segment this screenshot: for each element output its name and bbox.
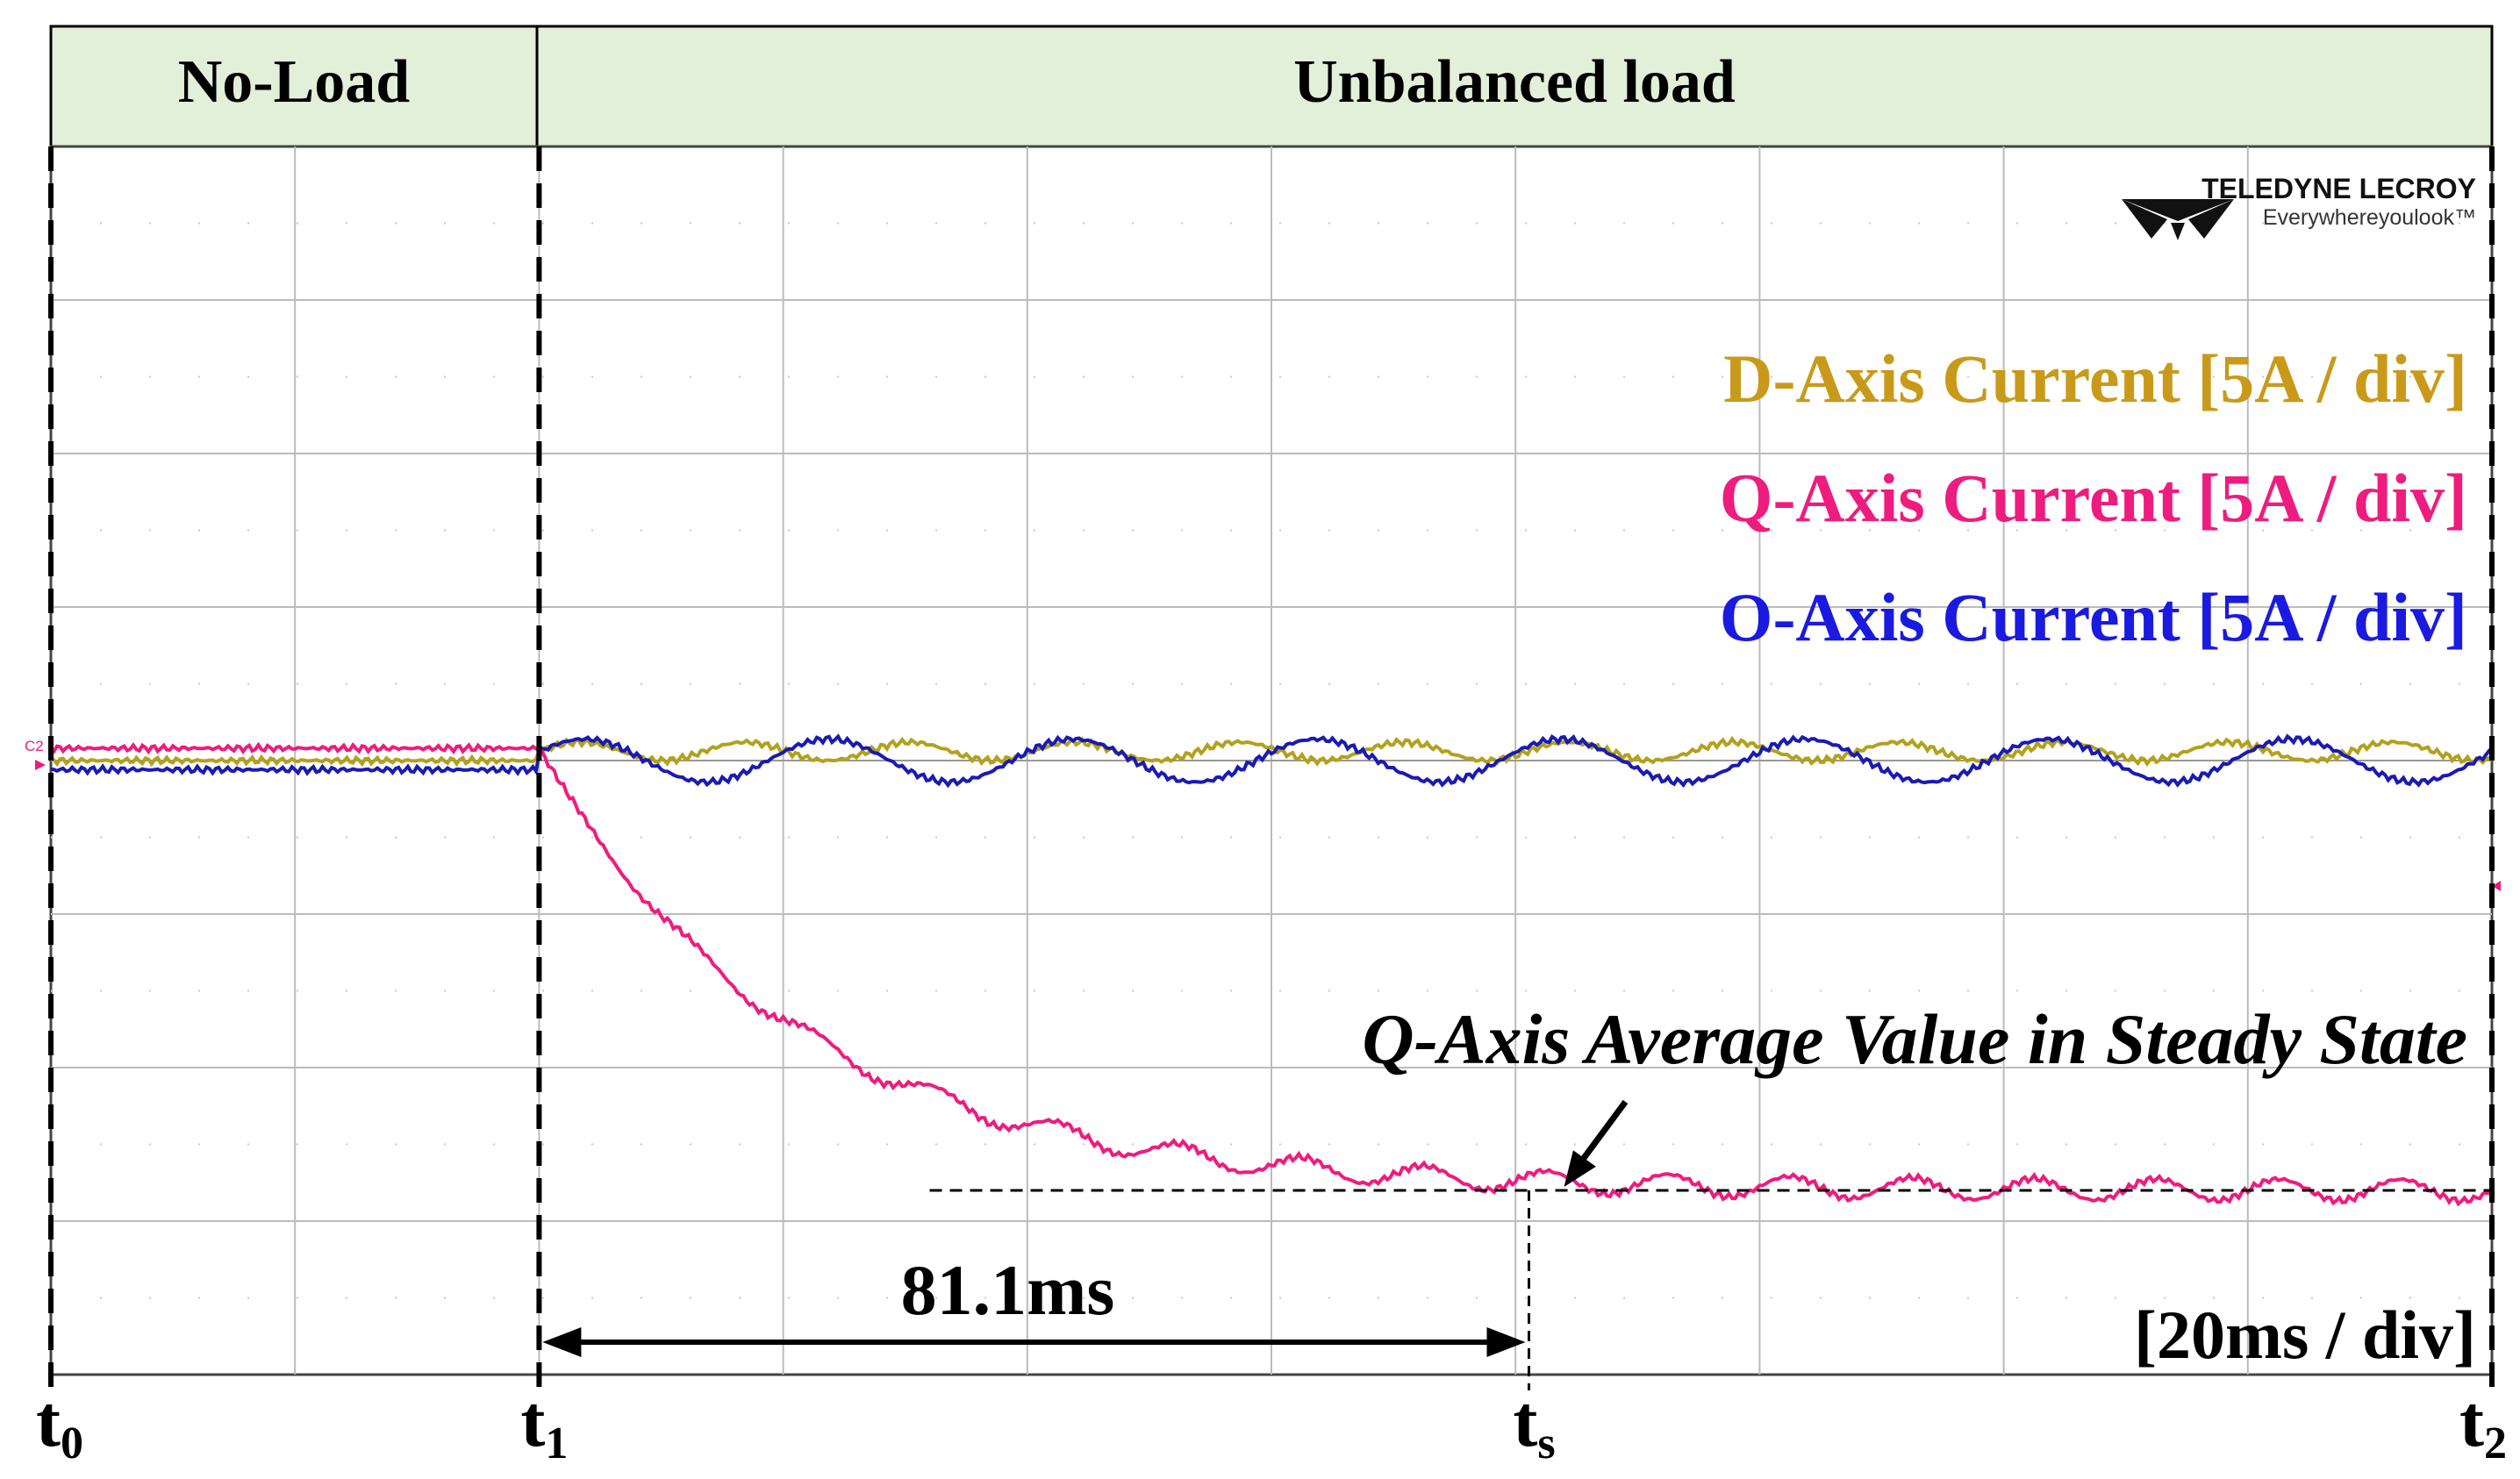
channel-marker: C2 — [25, 738, 44, 754]
o-axis-trace — [50, 733, 2494, 789]
logo-mark-icon — [2122, 199, 2234, 221]
settling-time-label: 81.1ms — [901, 1250, 1115, 1330]
steady-state-annotation: Q-Axis Average Value in Steady State — [1362, 999, 2467, 1079]
annotation-arrow-head-icon — [1564, 1150, 1596, 1187]
logo-mark-left-wing-icon — [2122, 199, 2167, 239]
event-label-ts-sub: s — [1537, 1418, 1555, 1468]
header-no-load: No-Load — [178, 48, 411, 116]
logo-mark-right-wing-icon — [2188, 199, 2234, 239]
d-axis-trace — [49, 735, 2494, 768]
arrow-left-head-icon — [542, 1327, 582, 1357]
header-band-no-load — [49, 25, 539, 148]
legend-q-axis: Q-Axis Current [5A / div] — [1720, 460, 2467, 536]
event-label-t0-main: t — [36, 1381, 61, 1462]
event-label-ts-main: t — [1513, 1381, 1537, 1462]
logo-brand: TELEDYNE LECROY — [2201, 173, 2476, 204]
channel-offset-marker-icon — [35, 760, 46, 770]
event-label-t2: t2 — [2459, 1381, 2507, 1468]
event-label-t1: t1 — [520, 1381, 568, 1468]
logo-mark-stem-icon — [2171, 223, 2185, 240]
event-label-ts: ts — [1513, 1381, 1555, 1468]
timebase-label: [20ms / div] — [2134, 1297, 2476, 1373]
event-label-t0: t0 — [36, 1381, 83, 1468]
header-unbalanced-load: Unbalanced load — [1293, 48, 1736, 116]
event-label-t2-sub: 2 — [2484, 1418, 2507, 1468]
right-edge-marker-icon — [2492, 881, 2501, 891]
logo-tagline: Everywhereyoulook™ — [2263, 205, 2476, 230]
event-label-t0-sub: 0 — [61, 1418, 83, 1468]
annotation-arrow — [1575, 1099, 1629, 1168]
event-label-t2-main: t — [2459, 1381, 2484, 1462]
event-label-t1-main: t — [520, 1381, 545, 1462]
header-band-unbalanced — [535, 25, 2494, 148]
teledyne-lecroy-logo: TELEDYNE LECROY Everywhereyoulook™ — [2122, 173, 2476, 240]
q-axis-trace — [49, 741, 2494, 1207]
legend-o-axis: O-Axis Current [5A / div] — [1720, 579, 2467, 655]
event-label-t1-sub: 1 — [545, 1418, 568, 1468]
legend-d-axis: D-Axis Current [5A / div] — [1723, 340, 2467, 417]
arrow-right-head-icon — [1486, 1327, 1526, 1357]
